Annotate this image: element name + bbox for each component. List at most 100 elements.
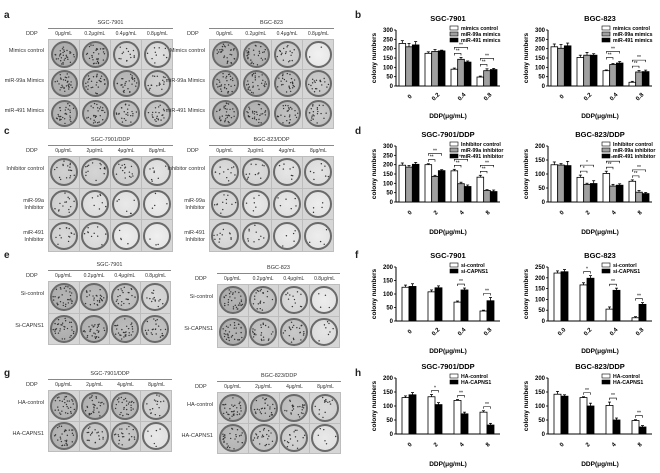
y-axis-label: colony numbers <box>371 33 378 84</box>
dish-cell <box>140 313 170 344</box>
dish-cell <box>241 69 271 99</box>
culture-dish-icon <box>273 40 301 68</box>
dish-cell <box>303 40 333 69</box>
bar <box>489 69 498 87</box>
bar <box>635 191 643 203</box>
bar <box>460 413 469 435</box>
y-tick-label: 100 <box>383 181 394 187</box>
dose-column-label: 4μg/mL <box>278 148 296 154</box>
culture-dish-icon <box>304 40 332 68</box>
bar <box>638 303 647 322</box>
culture-dish-icon <box>49 189 79 219</box>
bar <box>560 395 569 435</box>
legend-swatch <box>601 373 611 379</box>
culture-dish-icon <box>142 221 172 250</box>
dish-cell <box>272 69 302 99</box>
grid-title-underline <box>217 381 341 382</box>
bar <box>479 310 488 322</box>
dose-column-label: 0.4μg/mL <box>114 273 136 279</box>
y-tick-label: 300 <box>535 28 546 34</box>
culture-dish-icon <box>143 100 171 128</box>
grid-title-underline <box>48 28 173 29</box>
legend-label: miR-99a mimics <box>613 32 653 38</box>
y-tick-label: 50 <box>386 75 393 81</box>
bar <box>628 180 637 203</box>
legend-swatch <box>449 379 459 385</box>
dish-cell <box>241 157 271 188</box>
dish-cell <box>111 188 141 220</box>
bar <box>589 54 598 87</box>
dish-cell <box>210 40 240 69</box>
culture-dish-icon <box>111 158 141 187</box>
dish-cell <box>303 220 333 251</box>
bar <box>563 45 572 87</box>
condition-row-label: miR-491 Inhibitor <box>23 230 44 243</box>
dish-cell <box>210 188 240 220</box>
dish-cell <box>49 220 79 251</box>
culture-dish-icon <box>110 283 139 312</box>
legend-label: Inhibitor control <box>613 142 653 148</box>
bar <box>424 52 433 87</box>
y-tick-label: 100 <box>535 297 546 303</box>
dish-cell <box>210 69 240 99</box>
bar <box>641 193 650 203</box>
bar <box>437 170 446 203</box>
x-tick-label: 0.2 <box>431 327 442 338</box>
condition-row-label: miR-99a Inhibitor <box>23 198 44 211</box>
dish-cell <box>142 69 172 99</box>
culture-dish-icon <box>49 314 78 343</box>
condition-row-label: HA-CAPNS1 <box>12 430 44 437</box>
y-tick-label: 150 <box>383 56 394 62</box>
significance-marker: ** <box>585 388 589 394</box>
x-tick-label: 0.2 <box>583 92 594 103</box>
culture-dish-icon <box>311 424 340 453</box>
bar <box>398 164 407 203</box>
bar <box>457 183 465 203</box>
significance-marker: ** <box>637 55 641 61</box>
dish-cell <box>142 220 172 251</box>
bar <box>408 394 417 435</box>
dish-cell <box>49 313 79 344</box>
culture-dish-icon <box>211 70 239 98</box>
culture-dish-icon <box>310 286 339 315</box>
x-tick-label: 0.8 <box>483 92 494 103</box>
dish-panel-e-bgc: BGC-823 DDP 0μg/mL 0.2μg/mL 0.4μg/mL 0.8μg/mL… <box>173 265 340 349</box>
culture-dish-icon <box>49 283 78 312</box>
significance-marker: ** <box>430 155 434 161</box>
bar <box>411 163 420 203</box>
chart-title: BGC-823/DDP <box>575 362 625 371</box>
bar <box>476 76 485 87</box>
dish-cell <box>111 69 141 99</box>
y-tick-label: 200 <box>383 47 394 53</box>
y-axis-label: colony numbers <box>371 149 378 200</box>
culture-dish-icon <box>242 70 270 98</box>
significance-marker: ** <box>482 59 486 65</box>
chart-f-sgc7901: SGC-7901 colony numbers DDP(μg/mL) 0 50 100 15… <box>368 249 508 355</box>
x-tick-label: 0.4 <box>609 92 620 103</box>
significance-marker: * <box>583 166 585 172</box>
dish-cell <box>210 220 240 251</box>
bar <box>460 289 469 322</box>
ddp-label: DDP <box>195 276 207 282</box>
dose-column-label: 0.2μg/mL <box>245 31 267 37</box>
dish-cell <box>279 423 310 453</box>
ddp-label: DDP <box>187 31 199 37</box>
dish-cell <box>142 99 172 128</box>
bar <box>437 50 446 87</box>
dish-cell <box>49 282 79 313</box>
dish-image-grid <box>209 39 334 129</box>
dose-column-label: 4μg/mL <box>286 384 303 390</box>
dose-column-label: 2μg/mL <box>86 382 103 388</box>
panel-label-e: e <box>4 250 10 261</box>
legend-swatch <box>449 153 459 159</box>
bar <box>489 191 498 203</box>
x-tick-label: 4 <box>459 442 466 449</box>
dish-image-grid <box>48 39 173 129</box>
culture-dish-icon <box>273 100 301 128</box>
y-tick-label: 150 <box>535 287 546 293</box>
culture-dish-icon <box>249 424 278 453</box>
y-axis-label: colony numbers <box>523 33 530 84</box>
bar <box>411 44 420 87</box>
bar <box>401 286 410 322</box>
bar <box>434 287 443 322</box>
